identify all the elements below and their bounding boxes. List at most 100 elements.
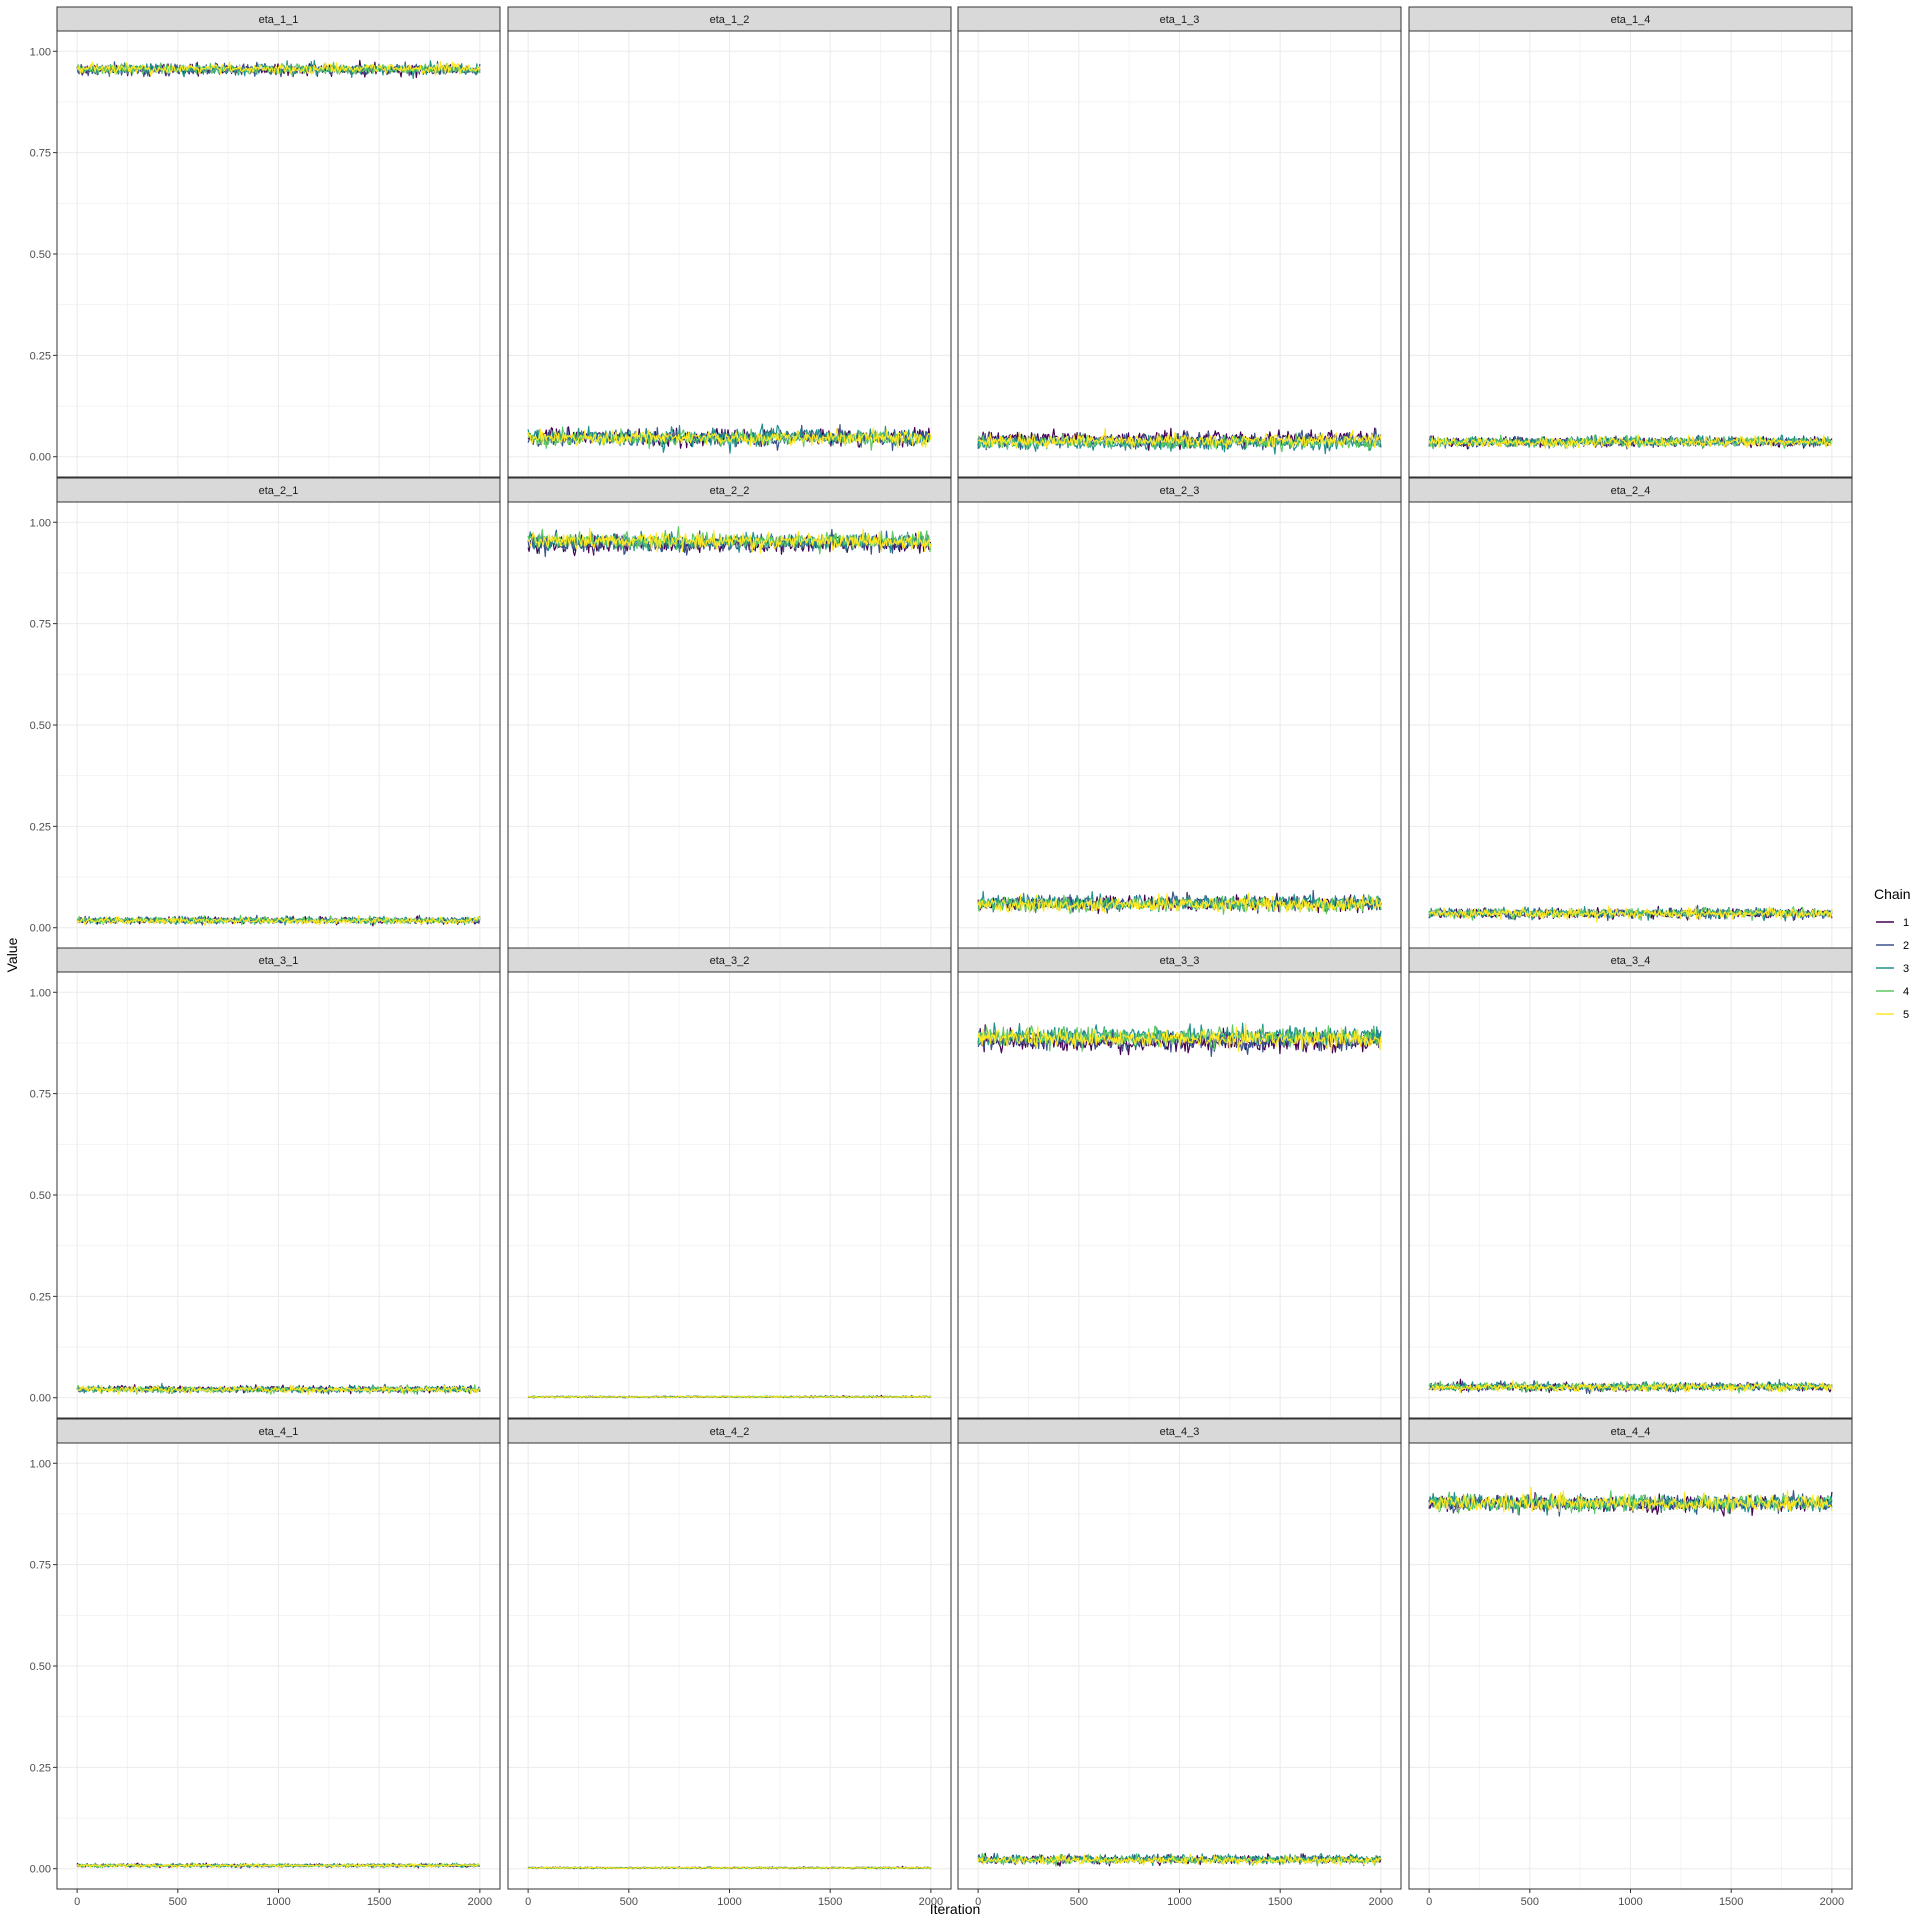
facet-strip-label: eta_2_4 bbox=[1611, 485, 1651, 497]
chain-4-trace bbox=[76, 1384, 481, 1395]
facet-strip bbox=[56, 6, 501, 32]
facet-strip bbox=[56, 947, 501, 973]
panel-border bbox=[1408, 971, 1853, 1419]
x-tick-label: 1000 bbox=[1618, 1896, 1642, 1908]
facet-panel: eta_2_1 0.00 0.25 0.50 0.75 1.00 bbox=[30, 477, 501, 949]
facet-strip-label: eta_3_2 bbox=[710, 955, 750, 967]
y-tick-label: 0.25 bbox=[30, 1762, 51, 1774]
y-tick-label: 1.00 bbox=[30, 46, 51, 58]
facet-strip bbox=[957, 1418, 1402, 1444]
y-tick-label: 0.50 bbox=[30, 1190, 51, 1202]
y-axis-title: Value bbox=[4, 937, 20, 972]
x-tick-label: 0 bbox=[1426, 1896, 1432, 1908]
facet-strip-label: eta_4_4 bbox=[1611, 1426, 1651, 1438]
facet-strip bbox=[507, 1418, 952, 1444]
chain-5-trace bbox=[527, 527, 932, 554]
x-tick-label: 1500 bbox=[367, 1896, 391, 1908]
facet-strip-label: eta_4_1 bbox=[259, 1426, 299, 1438]
y-tick-label: 0.75 bbox=[30, 148, 51, 160]
y-tick-label: 0.00 bbox=[30, 1393, 51, 1405]
facet-panel: eta_3_4 bbox=[1408, 947, 1853, 1419]
x-tick-label: 500 bbox=[1521, 1896, 1539, 1908]
legend-item-chain-2: 2 bbox=[1876, 940, 1909, 952]
y-tick-label: 1.00 bbox=[30, 1458, 51, 1470]
facet-panel: eta_1_3 bbox=[957, 6, 1402, 478]
facet-strip bbox=[1408, 6, 1853, 32]
facet-panel: eta_4_1 0.00 0.25 0.50 0.75 1.00 0 500 1000 1500 2… bbox=[30, 1418, 501, 1908]
x-tick-label: 1500 bbox=[1719, 1896, 1743, 1908]
y-tick-label: 0.75 bbox=[30, 1089, 51, 1101]
x-tick-label: 1000 bbox=[717, 1896, 741, 1908]
y-tick-label: 0.50 bbox=[30, 249, 51, 261]
x-tick-label: 1000 bbox=[1167, 1896, 1191, 1908]
facet-strip bbox=[56, 1418, 501, 1444]
facet-strip-label: eta_2_3 bbox=[1160, 485, 1200, 497]
facet-strip bbox=[56, 477, 501, 503]
x-tick-label: 2000 bbox=[1369, 1896, 1393, 1908]
y-tick-label: 1.00 bbox=[30, 987, 51, 999]
facet-panel: eta_4_4 0 500 1000 1500 2000 bbox=[1408, 1418, 1853, 1908]
panel-border bbox=[507, 30, 952, 478]
facet-panel: eta_2_2 bbox=[507, 477, 952, 949]
facet-strip bbox=[1408, 1418, 1853, 1444]
x-tick-label: 1000 bbox=[266, 1896, 290, 1908]
facet-panel: eta_3_1 0.00 0.25 0.50 0.75 1.00 bbox=[30, 947, 501, 1419]
y-tick-label: 0.75 bbox=[30, 619, 51, 631]
facet-strip bbox=[957, 6, 1402, 32]
y-tick-label: 0.75 bbox=[30, 1560, 51, 1572]
x-axis-title: Iteration bbox=[930, 1901, 981, 1917]
chain-5-trace bbox=[527, 427, 932, 449]
facet-strip-label: eta_2_1 bbox=[259, 485, 299, 497]
y-tick-label: 1.00 bbox=[30, 517, 51, 529]
y-tick-label: 0.00 bbox=[30, 452, 51, 464]
chain-5-trace bbox=[977, 1853, 1382, 1866]
facet-strip-label: eta_1_4 bbox=[1611, 14, 1651, 26]
x-tick-label: 2000 bbox=[468, 1896, 492, 1908]
facet-panel: eta_1_1 0.00 0.25 0.50 0.75 1.00 bbox=[30, 6, 501, 478]
legend-title: Chain bbox=[1874, 886, 1911, 902]
panel-border bbox=[1408, 30, 1853, 478]
x-tick-label: 500 bbox=[1070, 1896, 1088, 1908]
y-tick-label: 0.50 bbox=[30, 1661, 51, 1673]
panel-border bbox=[507, 971, 952, 1419]
chain-5-trace bbox=[977, 892, 1382, 914]
chain-3-trace bbox=[527, 423, 932, 454]
legend-item-chain-4: 4 bbox=[1876, 986, 1909, 998]
x-tick-label: 0 bbox=[975, 1896, 981, 1908]
panel-border bbox=[957, 30, 1402, 478]
x-tick-label: 0 bbox=[74, 1896, 80, 1908]
legend-item-chain-5: 5 bbox=[1876, 1009, 1909, 1021]
x-tick-label: 1500 bbox=[818, 1896, 842, 1908]
legend-label: 3 bbox=[1903, 963, 1909, 975]
y-tick-label: 0.25 bbox=[30, 1291, 51, 1303]
chain-4-trace bbox=[1428, 1490, 1833, 1515]
facet-panel: eta_4_2 0 500 1000 1500 2000 bbox=[507, 1418, 952, 1908]
facet-strip bbox=[507, 6, 952, 32]
legend-item-chain-3: 3 bbox=[1876, 963, 1909, 975]
facet-strip-label: eta_1_2 bbox=[710, 14, 750, 26]
facet-strip-label: eta_4_3 bbox=[1160, 1426, 1200, 1438]
facet-strip-label: eta_3_4 bbox=[1611, 955, 1651, 967]
facet-panel: eta_2_4 bbox=[1408, 477, 1853, 949]
chain-5-trace bbox=[977, 427, 1382, 451]
y-tick-label: 0.00 bbox=[30, 923, 51, 935]
x-tick-label: 2000 bbox=[919, 1896, 943, 1908]
facet-strip-label: eta_3_1 bbox=[259, 955, 299, 967]
y-tick-label: 0.25 bbox=[30, 350, 51, 362]
y-tick-label: 0.25 bbox=[30, 821, 51, 833]
facet-strip bbox=[1408, 477, 1853, 503]
legend-item-chain-1: 1 bbox=[1876, 917, 1909, 929]
facet-panel: eta_1_4 bbox=[1408, 6, 1853, 478]
chain-5-trace bbox=[76, 61, 481, 77]
chain-5-trace bbox=[1428, 434, 1833, 450]
chain-5-trace bbox=[527, 1865, 932, 1870]
facet-strip bbox=[1408, 947, 1853, 973]
facet-panels: eta_1_1 0.00 0.25 0.50 0.75 1.00 eta_1_2 eta_1_… bbox=[30, 6, 1853, 1908]
legend-label: 5 bbox=[1903, 1009, 1909, 1021]
legend-label: 1 bbox=[1903, 917, 1909, 929]
facet-panel: eta_2_3 bbox=[957, 477, 1402, 949]
facet-panel: eta_3_2 bbox=[507, 947, 952, 1419]
chain-5-trace bbox=[1428, 1380, 1833, 1394]
